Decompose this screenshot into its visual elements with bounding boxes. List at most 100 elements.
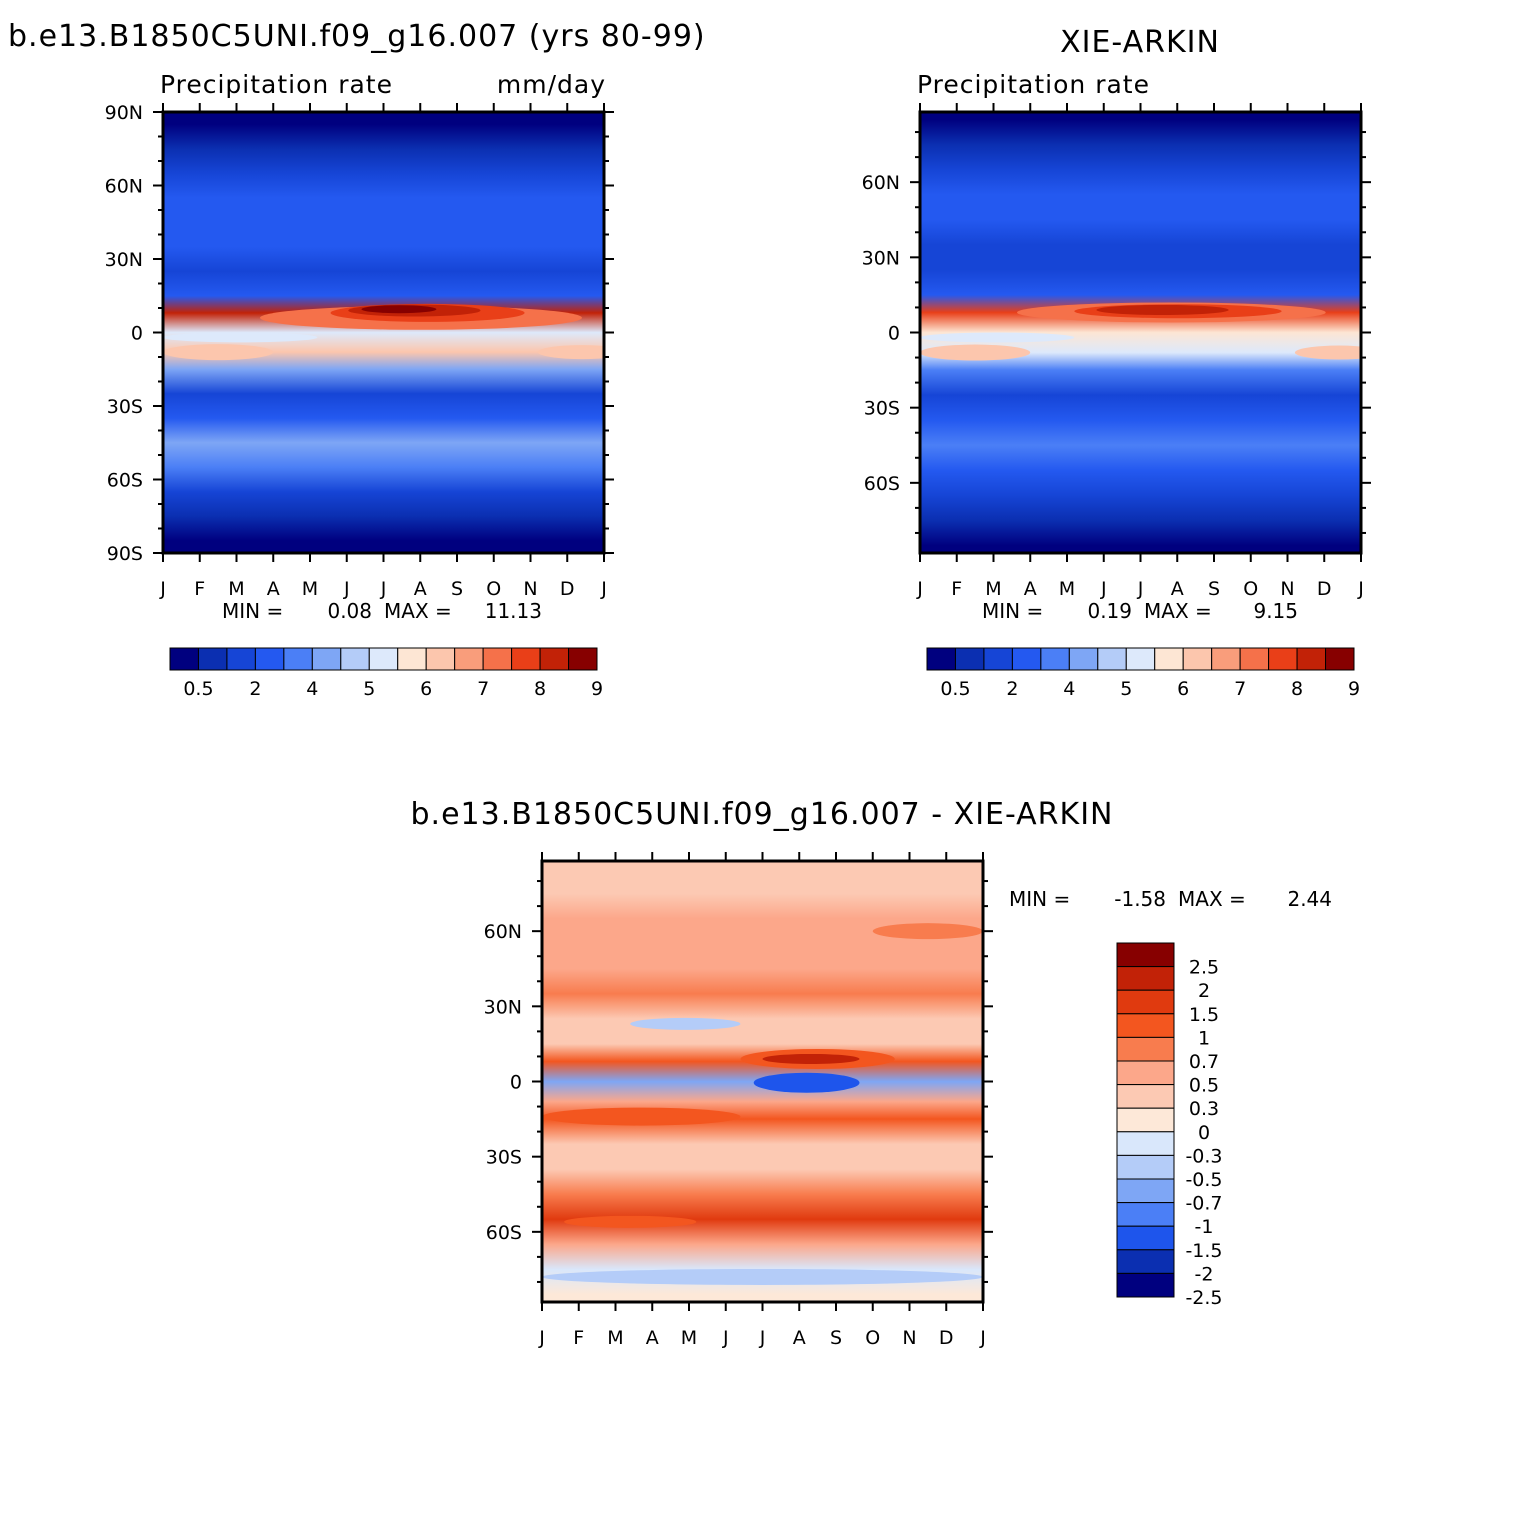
diff-colorbar-label-5: 0.5	[1189, 1075, 1219, 1097]
model-xtick-label-0: J	[159, 578, 166, 600]
model-anomaly-shapes	[163, 303, 604, 361]
model-xtick-label-5: J	[343, 578, 350, 600]
diff-colorbar-label-1: 2	[1198, 980, 1210, 1002]
top-left-title: b.e13.B1850C5UNI.f09_g16.007 (yrs 80-99)	[8, 19, 706, 54]
diff-colorbar-box-5	[1116, 1060, 1175, 1086]
diff-colorbar-box-1	[1116, 966, 1175, 991]
diff-colorbar-label-11: -1	[1195, 1216, 1214, 1238]
diff-colorbar-label-9: -0.5	[1185, 1169, 1222, 1191]
obs-colorbar-box-8	[1154, 647, 1184, 671]
diff-xtick-label-3: A	[646, 1327, 659, 1349]
obs-sh-band-0	[920, 344, 1031, 361]
obs-colorbar-box-9	[1182, 647, 1213, 671]
top-right-title: XIE-ARKIN	[1060, 25, 1220, 60]
obs-colorbar-label-1: 2	[1006, 678, 1018, 700]
obs-colorbar-label-2: 4	[1063, 678, 1075, 700]
model-panel: Precipitation rate mm/day J F M A M J J A S O N D J9…	[105, 70, 614, 700]
diff-colorbar-box-3	[1116, 1013, 1175, 1038]
diff-anomaly-3	[542, 1107, 741, 1126]
diff-xtick-label-5: J	[722, 1327, 729, 1349]
diff-anomaly-6	[872, 923, 983, 940]
model-colorbar-label-3: 5	[363, 678, 375, 700]
model-colorbar-box-11	[482, 647, 513, 671]
model-colorbar-box-7	[368, 647, 399, 671]
obs-xtick-label-6: J	[1137, 578, 1144, 600]
bottom-title: b.e13.B1850C5UNI.f09_g16.007 - XIE-ARKIN	[411, 797, 1114, 832]
model-subtitle-left: Precipitation rate	[160, 70, 393, 99]
diff-colorbar-box-4	[1116, 1036, 1175, 1062]
model-colorbar-box-13	[539, 647, 570, 671]
obs-ytick-label-1: 30N	[862, 247, 900, 269]
obs-colorbar-box-14	[1325, 647, 1355, 671]
model-xtick-label-2: M	[228, 578, 244, 600]
diff-ytick-label-2: 0	[510, 1072, 522, 1094]
diff-max-value: 2.44	[1287, 887, 1332, 911]
model-colorbar: 0.5 2 4 5 6 7 8 9	[169, 647, 603, 700]
model-ytick-label-4: 30S	[107, 396, 143, 418]
diff-colorbar-label-3: 1	[1198, 1027, 1210, 1049]
diff-colorbar-label-13: -2	[1195, 1263, 1214, 1285]
obs-colorbar-box-12	[1268, 647, 1298, 671]
obs-max-value: 9.15	[1253, 599, 1298, 623]
diff-xtick-label-12: J	[979, 1327, 986, 1349]
diff-colorbar-label-4: 0.7	[1189, 1051, 1219, 1073]
model-colorbar-box-9	[425, 647, 456, 671]
diff-ytick-label-1: 30N	[484, 996, 522, 1018]
obs-xtick-label-1: F	[951, 578, 962, 600]
diff-xtick-label-7: A	[793, 1327, 806, 1349]
diff-colorbar: 2.521.510.70.50.30-0.3-0.5-0.7-1-1.5-2-2…	[1116, 942, 1223, 1309]
diff-max-label: MAX =	[1178, 887, 1246, 911]
model-xtick-label-4: M	[302, 578, 318, 600]
obs-colorbar-label-3: 5	[1120, 678, 1132, 700]
model-max-value: 11.13	[485, 599, 542, 623]
diff-xtick-label-1: F	[573, 1327, 584, 1349]
obs-sh-band-2	[920, 332, 1075, 343]
diff-colorbar-box-11	[1116, 1202, 1175, 1227]
diff-anomaly-7	[630, 1017, 741, 1030]
diff-colorbar-label-10: -0.7	[1185, 1193, 1222, 1215]
diff-ytick-label-3: 30S	[486, 1147, 522, 1169]
obs-panel: Precipitation rate J F M A M J J A S O N D J60N30N03…	[862, 70, 1371, 700]
diff-colorbar-box-9	[1116, 1154, 1175, 1180]
obs-ytick-label-3: 30S	[864, 398, 900, 420]
obs-min-label: MIN =	[982, 599, 1043, 623]
diff-xtick-label-10: N	[902, 1327, 916, 1349]
obs-itcz-band-2	[1096, 304, 1229, 315]
diff-anomaly-2	[753, 1072, 860, 1093]
obs-ytick-label-2: 0	[888, 323, 900, 345]
model-colorbar-box-4	[283, 647, 313, 671]
diff-colorbar-label-14: -2.5	[1185, 1287, 1222, 1309]
model-xtick-label-3: A	[267, 578, 280, 600]
obs-xtick-label-4: M	[1059, 578, 1075, 600]
obs-colorbar-label-4: 6	[1177, 678, 1189, 700]
diff-ytick-label-4: 60S	[486, 1222, 522, 1244]
diff-xtick-label-4: M	[681, 1327, 697, 1349]
model-xtick-label-7: A	[414, 578, 427, 600]
diff-colorbar-box-0	[1116, 942, 1175, 968]
model-colorbar-box-6	[340, 647, 370, 671]
obs-colorbar-label-6: 8	[1291, 678, 1303, 700]
model-colorbar-label-7: 9	[591, 678, 603, 700]
model-colorbar-box-1	[197, 647, 228, 671]
diff-anomaly-5	[542, 1268, 983, 1285]
obs-xtick-label-0: J	[916, 578, 923, 600]
obs-colorbar-box-6	[1097, 647, 1127, 671]
diff-xtick-label-9: O	[865, 1327, 880, 1349]
model-colorbar-box-2	[226, 647, 256, 671]
model-colorbar-label-6: 8	[534, 678, 546, 700]
model-colorbar-box-0	[169, 647, 199, 671]
obs-colorbar: 0.5 2 4 5 6 7 8 9	[926, 647, 1360, 700]
diff-colorbar-label-12: -1.5	[1185, 1240, 1222, 1262]
diff-colorbar-label-0: 2.5	[1189, 957, 1219, 979]
obs-colorbar-label-0: 0.5	[940, 678, 970, 700]
model-colorbar-box-8	[397, 647, 427, 671]
diff-anomaly-shapes	[542, 923, 983, 1285]
diff-xtick-label-2: M	[607, 1327, 623, 1349]
diff-xtick-label-6: J	[759, 1327, 766, 1349]
obs-colorbar-box-0	[926, 647, 956, 671]
